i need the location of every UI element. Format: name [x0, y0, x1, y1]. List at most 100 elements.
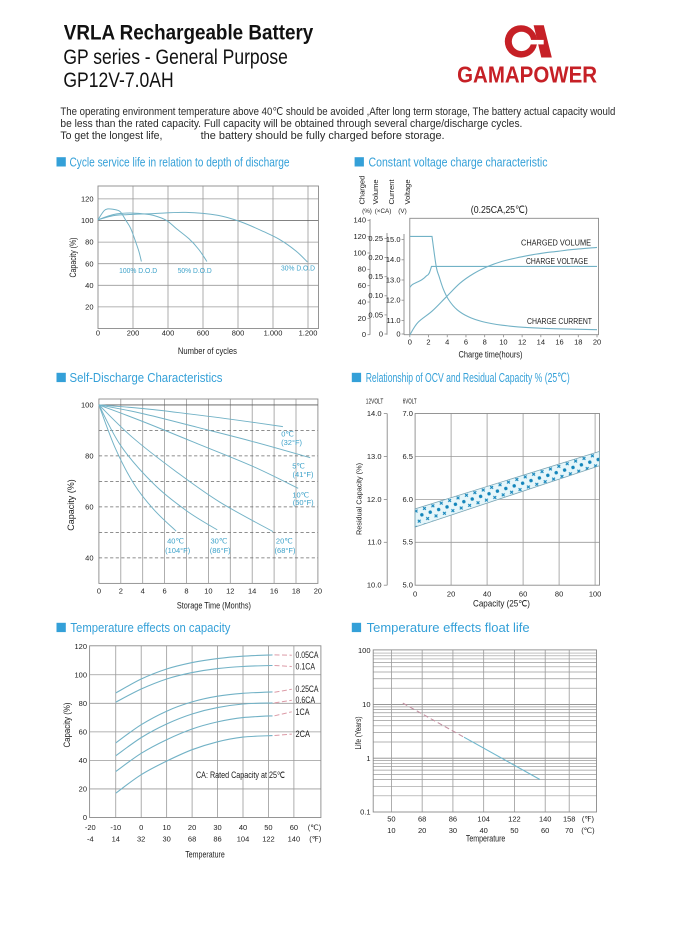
svg-text:0: 0 — [97, 587, 101, 596]
svg-text:Storage Time (Months): Storage Time (Months) — [177, 601, 251, 611]
svg-text:Capacity (25℃): Capacity (25℃) — [473, 599, 530, 609]
svg-text:14: 14 — [248, 587, 256, 596]
svg-text:Temperature effects float life: Temperature effects float life — [367, 620, 530, 635]
svg-text:86: 86 — [449, 814, 457, 823]
svg-text:120: 120 — [353, 232, 366, 241]
svg-text:140: 140 — [539, 814, 552, 823]
svg-text:68: 68 — [188, 835, 196, 844]
svg-text:400: 400 — [162, 329, 175, 338]
svg-text:0: 0 — [413, 590, 417, 599]
svg-text:(86°F): (86°F) — [210, 546, 231, 555]
svg-text:8: 8 — [483, 338, 487, 347]
svg-text:the battery should be fully c: the battery should be fully charged befo… — [201, 130, 445, 142]
svg-text:40: 40 — [358, 297, 366, 306]
svg-text:14.0: 14.0 — [386, 255, 401, 264]
svg-text:0.20: 0.20 — [368, 253, 383, 262]
svg-text:Relationship of OCV and Residu: Relationship of OCV and Residual Capacit… — [366, 370, 570, 385]
svg-text:10: 10 — [362, 700, 370, 709]
svg-text:800: 800 — [232, 329, 245, 338]
svg-text:Charged: Charged — [358, 176, 367, 205]
svg-text:12.0: 12.0 — [386, 296, 401, 305]
svg-text:The operating environment temp: The operating environment temperature ab… — [60, 106, 615, 118]
svg-text:100: 100 — [589, 590, 602, 599]
svg-text:14: 14 — [537, 338, 545, 347]
svg-text:0: 0 — [139, 823, 143, 832]
svg-text:68: 68 — [418, 814, 426, 823]
svg-text:100: 100 — [358, 646, 371, 655]
svg-text:80: 80 — [85, 238, 93, 247]
svg-text:CHARGED VOLUME: CHARGED VOLUME — [521, 238, 591, 248]
svg-text:100: 100 — [81, 401, 94, 410]
svg-text:158: 158 — [563, 814, 576, 823]
svg-text:11.0: 11.0 — [367, 538, 381, 547]
svg-text:Temperature: Temperature — [185, 850, 225, 860]
svg-text:2: 2 — [426, 338, 430, 347]
svg-text:10: 10 — [387, 826, 395, 835]
svg-text:(×CA): (×CA) — [375, 208, 392, 215]
svg-text:CA: Rated Capacity at 25℃: CA: Rated Capacity at 25℃ — [196, 770, 285, 780]
svg-text:Residual Capacity (%): Residual Capacity (%) — [355, 463, 364, 535]
svg-text:13.0: 13.0 — [367, 452, 382, 461]
svg-text:40: 40 — [85, 281, 93, 290]
svg-text:40: 40 — [79, 756, 87, 765]
svg-text:0℃: 0℃ — [281, 430, 294, 439]
svg-text:Temperature effects on capacit: Temperature effects on capacity — [70, 620, 230, 635]
svg-text:Temperature: Temperature — [466, 834, 506, 844]
svg-text:0: 0 — [83, 813, 87, 822]
svg-text:0.25CA: 0.25CA — [296, 684, 319, 694]
svg-text:30% D.O.D: 30% D.O.D — [281, 263, 316, 272]
svg-text:7.0: 7.0 — [402, 409, 412, 418]
svg-text:60: 60 — [519, 590, 527, 599]
svg-text:60: 60 — [541, 826, 549, 835]
svg-text:12: 12 — [518, 338, 526, 347]
svg-text:Volume: Volume — [371, 179, 380, 204]
svg-text:14.0: 14.0 — [367, 409, 382, 418]
svg-text:100: 100 — [81, 216, 94, 225]
svg-text:Self-Discharge Characteristics: Self-Discharge Characteristics — [70, 370, 223, 385]
svg-text:6: 6 — [464, 338, 468, 347]
svg-text:10℃: 10℃ — [292, 490, 309, 499]
svg-text:2: 2 — [119, 587, 123, 596]
svg-text:Number of cycles: Number of cycles — [178, 346, 237, 356]
svg-text:(32°F): (32°F) — [281, 438, 302, 447]
svg-text:32: 32 — [137, 835, 145, 844]
svg-text:5.0: 5.0 — [402, 581, 412, 590]
svg-text:18: 18 — [292, 587, 300, 596]
svg-text:1.200: 1.200 — [299, 329, 318, 338]
svg-text:4: 4 — [141, 587, 145, 596]
svg-text:140: 140 — [288, 835, 301, 844]
svg-text:20℃: 20℃ — [276, 537, 293, 546]
svg-text:0.15: 0.15 — [368, 272, 383, 281]
svg-text:-10: -10 — [110, 823, 121, 832]
svg-text:18: 18 — [574, 338, 582, 347]
svg-text:14: 14 — [112, 835, 120, 844]
svg-text:0.1: 0.1 — [360, 808, 370, 817]
svg-text:Voltage: Voltage — [403, 179, 412, 204]
svg-text:Cycle service life in relation: Cycle service life in relation to depth … — [70, 154, 290, 169]
svg-text:8: 8 — [184, 587, 188, 596]
svg-text:122: 122 — [262, 835, 275, 844]
svg-text:10.0: 10.0 — [367, 581, 382, 590]
svg-text:40: 40 — [480, 826, 488, 835]
svg-text:20: 20 — [188, 823, 196, 832]
svg-text:CHARGE CURRENT: CHARGE CURRENT — [527, 316, 592, 326]
svg-text:1: 1 — [366, 754, 370, 763]
svg-text:10: 10 — [162, 823, 170, 832]
svg-text:0: 0 — [408, 338, 412, 347]
svg-text:0.10: 0.10 — [368, 291, 383, 300]
svg-text:104: 104 — [477, 814, 490, 823]
svg-text:100% D.O.D: 100% D.O.D — [119, 266, 158, 275]
svg-text:60: 60 — [290, 823, 298, 832]
svg-text:0.6CA: 0.6CA — [296, 695, 316, 705]
svg-text:30: 30 — [162, 835, 170, 844]
svg-text:60: 60 — [358, 281, 366, 290]
svg-text:100: 100 — [353, 248, 366, 257]
svg-text:(104°F): (104°F) — [165, 546, 191, 555]
svg-text:0.25: 0.25 — [368, 234, 383, 243]
svg-text:40: 40 — [483, 590, 491, 599]
svg-text:12VOLT: 12VOLT — [366, 399, 384, 406]
svg-text:100: 100 — [74, 670, 87, 679]
svg-text:16: 16 — [555, 338, 563, 347]
svg-text:11.0: 11.0 — [386, 316, 400, 325]
svg-text:0: 0 — [379, 329, 383, 338]
